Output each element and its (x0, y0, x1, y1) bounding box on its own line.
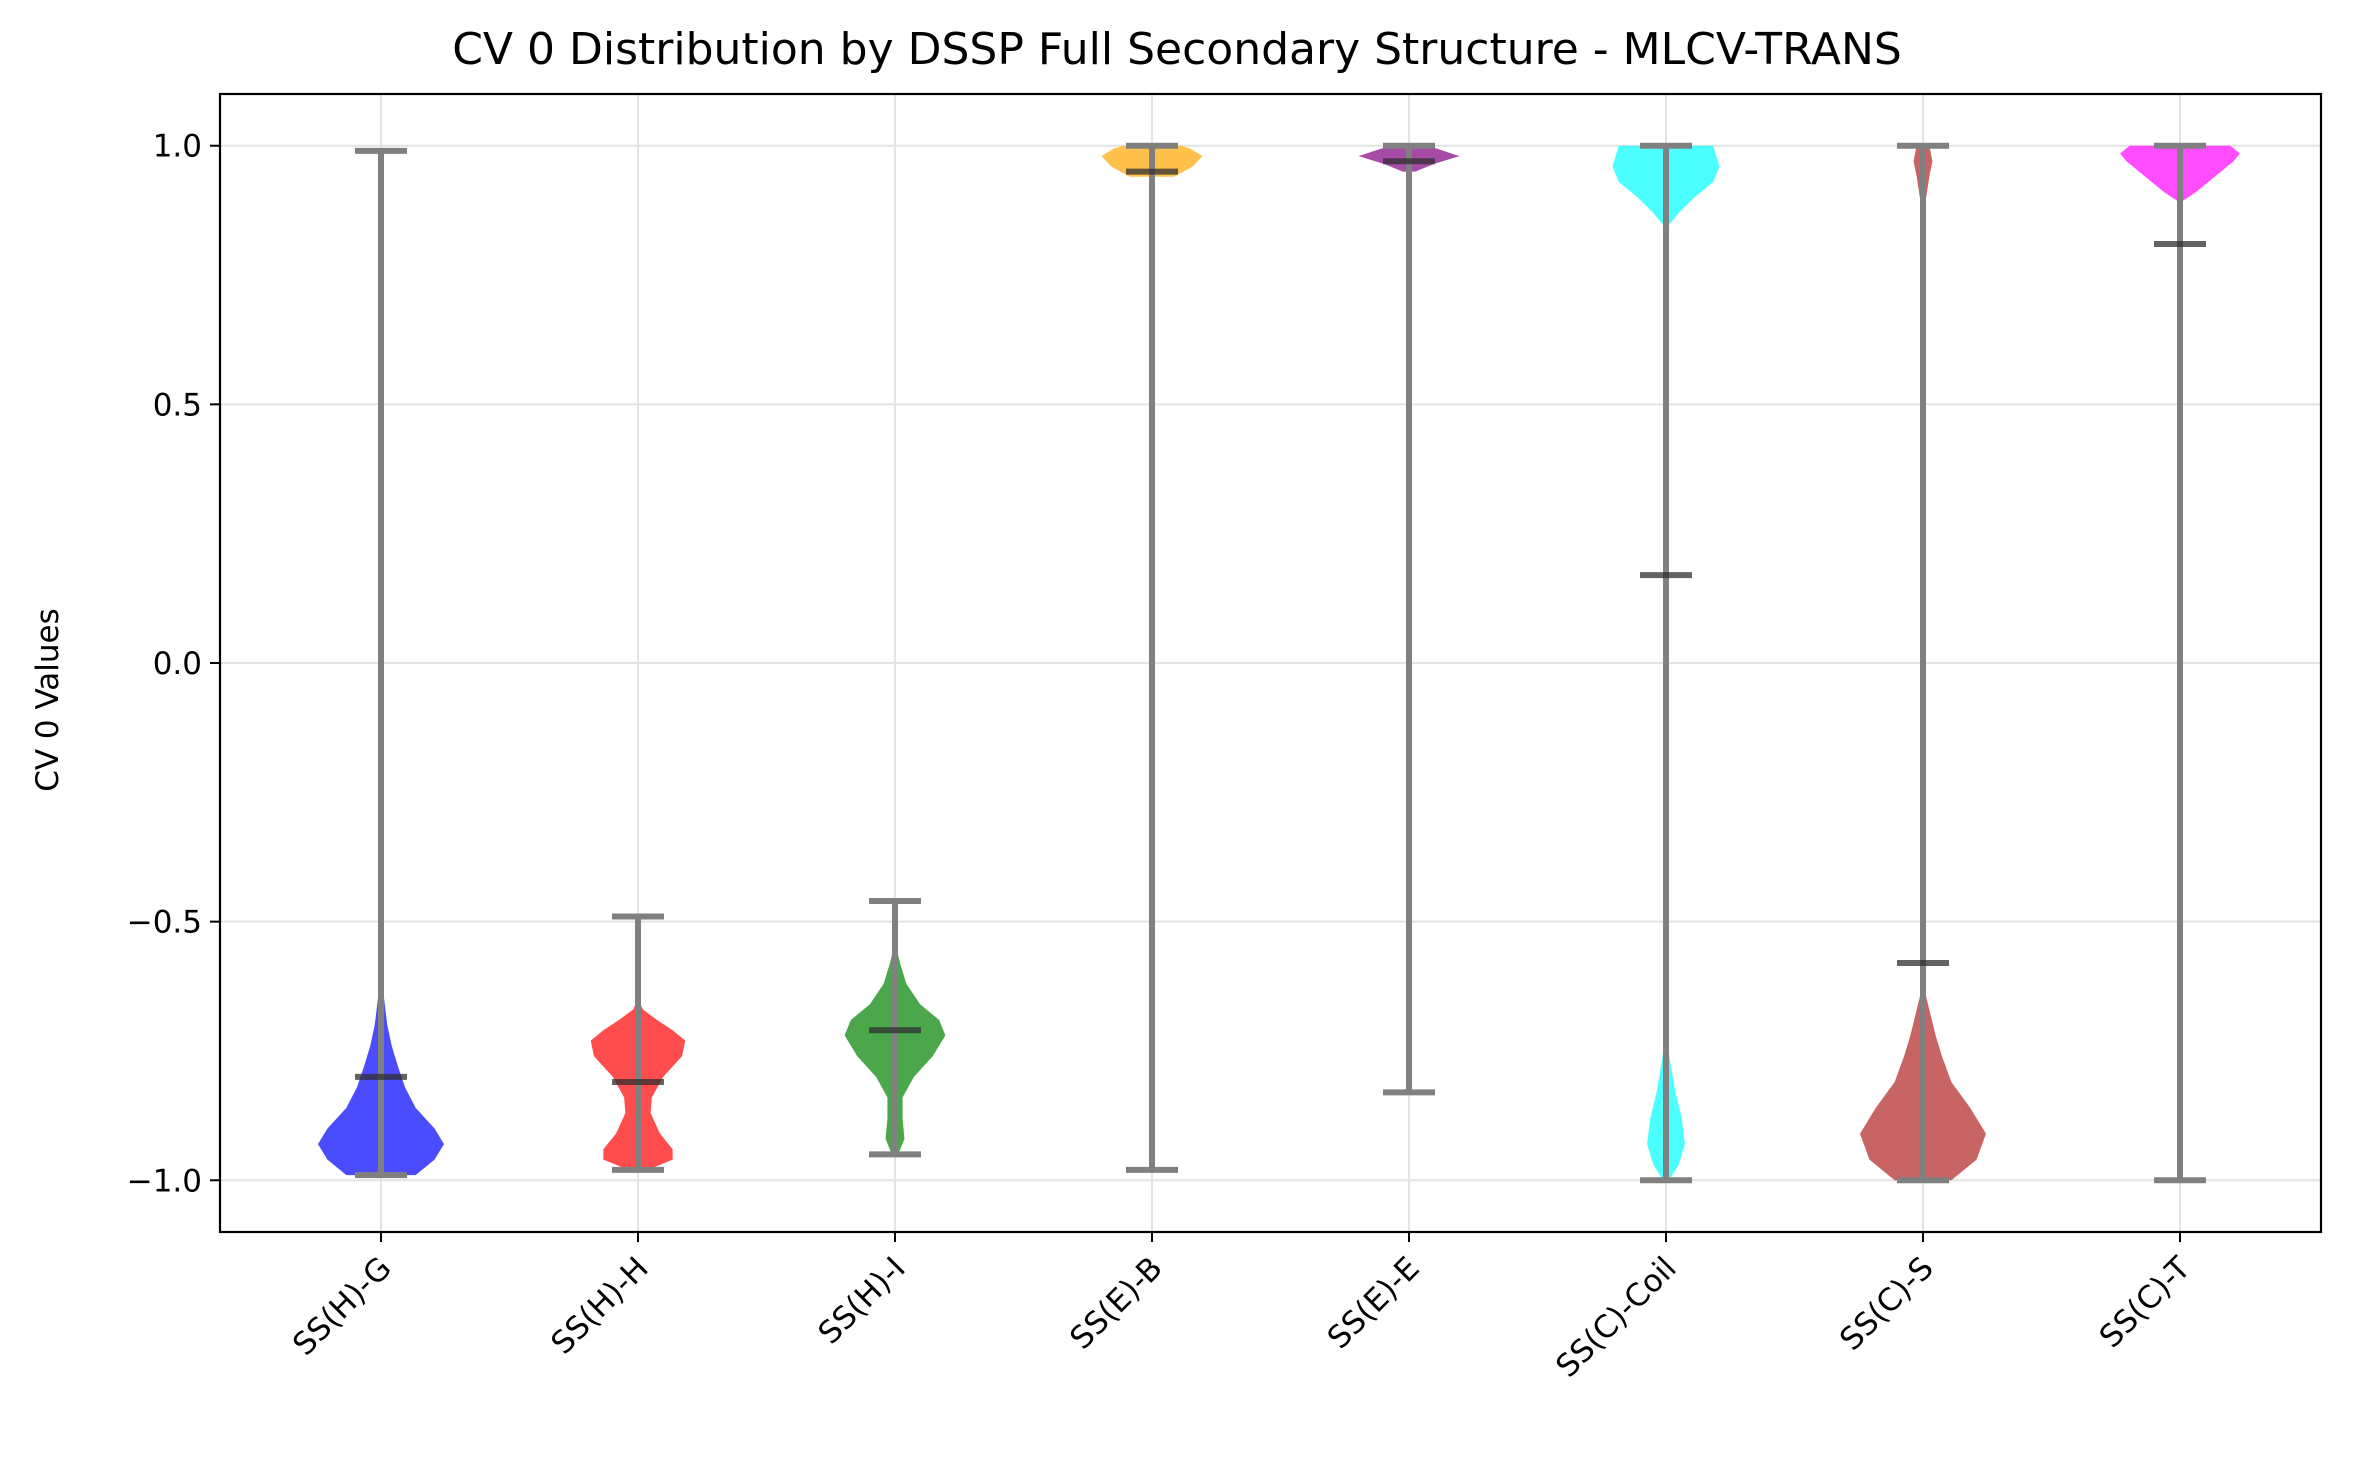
x-tick-label: SS(C)-T (2093, 1249, 2199, 1355)
x-tick-label: SS(C)-Coil (1549, 1250, 1684, 1385)
x-tick-label: SS(E)-E (1321, 1250, 1427, 1356)
y-axis-label: CV 0 Values (30, 608, 66, 792)
whiskers (355, 142, 2206, 1184)
x-tick-label: SS(C)-S (1833, 1250, 1941, 1358)
axes-ticks: 1.0 0.5 0.0 −0.5 −1.0 SS(H)-G SS(H)-H SS(H)-I SS… (127, 129, 2199, 1385)
grid-lines (220, 94, 2321, 1232)
y-tick-label: 0.5 (153, 387, 202, 423)
y-tick-label: 1.0 (153, 129, 202, 165)
y-tick-label: 0.0 (153, 646, 202, 682)
x-tick-label: SS(H)-H (544, 1250, 655, 1361)
y-tick-label: −0.5 (127, 905, 202, 941)
y-tick-label: −1.0 (127, 1163, 202, 1199)
x-tick-label: SS(H)-I (811, 1250, 912, 1351)
x-tick-label: SS(E)-B (1063, 1250, 1169, 1356)
x-tick-label: SS(H)-G (286, 1250, 399, 1363)
chart-title: CV 0 Distribution by DSSP Full Secondary… (452, 24, 1902, 75)
